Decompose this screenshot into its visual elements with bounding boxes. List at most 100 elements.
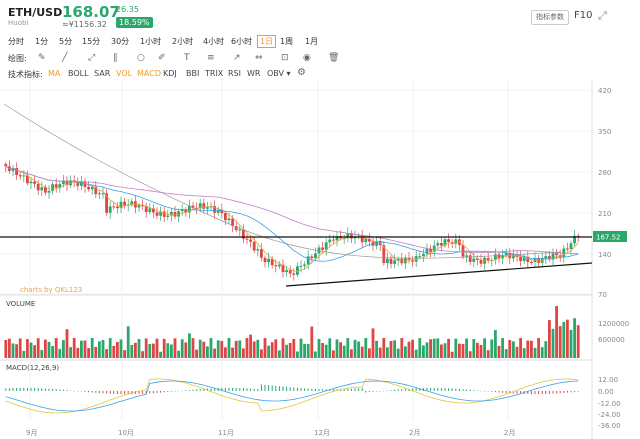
x-label-4: 2月: [409, 429, 420, 437]
volume-bar-155: [562, 321, 566, 358]
pen-icon[interactable]: ✐: [158, 53, 166, 63]
macd-hist-19: [73, 390, 75, 392]
candle-9: [36, 183, 40, 191]
macd-hist-136: [494, 391, 496, 393]
arrow-icon[interactable]: ↗: [233, 53, 241, 63]
indicator-wr[interactable]: WR: [247, 69, 261, 78]
timeframe-6[interactable]: 2小时: [172, 37, 194, 46]
indicator-rsi[interactable]: RSI: [228, 69, 241, 78]
timeframe-7[interactable]: 4小时: [203, 37, 225, 46]
volume-bar-151: [548, 320, 551, 358]
symbol-title: ETH/USD: [8, 6, 63, 19]
timeframe-1[interactable]: 1分: [35, 37, 49, 46]
macd-hist-71: [260, 384, 262, 391]
circle-icon[interactable]: ○: [137, 53, 145, 63]
macd-hist-130: [473, 390, 475, 391]
exchange-name: Huobi: [8, 19, 29, 27]
candle-25: [94, 186, 98, 195]
volume-bar-6: [26, 339, 29, 358]
candle-95: [346, 233, 350, 239]
price-chart[interactable]: 420 350 280 210 140 70 1200000 600000 12.00 0.00 -…: [0, 80, 640, 439]
maximize-icon[interactable]: ⤢: [598, 9, 607, 22]
gear-icon[interactable]: ⚙: [297, 67, 306, 78]
macd-hist-42: [156, 391, 158, 393]
macd-hist-85: [311, 388, 313, 391]
volume-bar-28: [105, 349, 108, 358]
indicator-kdj[interactable]: KDJ: [163, 69, 177, 78]
trend-line: [285, 262, 593, 287]
volume-bar-126: [458, 343, 461, 358]
macd-hist-24: [91, 391, 93, 393]
macd-hist-77: [282, 386, 284, 391]
macd-hist-31: [116, 391, 118, 394]
timeframe-3[interactable]: 15分: [82, 37, 101, 46]
volume-bar-115: [418, 338, 422, 358]
candle-112: [407, 257, 411, 260]
macd-hist-81: [296, 387, 298, 391]
text-icon[interactable]: T: [184, 53, 190, 63]
timeframe-5[interactable]: 1小时: [140, 37, 162, 46]
candle-20: [76, 181, 80, 186]
macd-hist-75: [275, 385, 277, 391]
line-icon[interactable]: ╱: [62, 53, 68, 63]
trash-icon[interactable]: 🗑: [328, 53, 340, 63]
macd-hist-131: [476, 390, 478, 391]
indicator-bbi[interactable]: BBI: [186, 69, 200, 78]
timeframe-9[interactable]: 1日: [257, 35, 277, 48]
timeframe-10[interactable]: 1周: [280, 37, 294, 46]
macd-hist-146: [530, 391, 532, 395]
measure-icon[interactable]: ⇔: [255, 53, 263, 63]
timeframe-8[interactable]: 6小时: [231, 37, 253, 46]
indicator-macd[interactable]: MACD: [137, 69, 161, 78]
volume-bar-32: [119, 339, 123, 358]
macd-hist-55: [203, 388, 205, 391]
volume-bar-48: [177, 350, 180, 358]
macd-hist-53: [196, 389, 198, 391]
fib-icon[interactable]: ≡: [207, 53, 215, 63]
macd-hist-120: [437, 387, 439, 391]
macd-hist-139: [505, 391, 507, 394]
f10-button[interactable]: F10: [574, 10, 593, 21]
macd-hist-14: [55, 389, 57, 391]
timeframe-2[interactable]: 5分: [59, 37, 73, 46]
timeframe-11[interactable]: 1月: [305, 37, 319, 46]
candle-89: [324, 242, 328, 250]
candle-6: [26, 175, 29, 184]
pencil-icon[interactable]: ✎: [38, 53, 46, 63]
indicator-sar[interactable]: SAR: [94, 69, 111, 78]
candle-114: [414, 256, 418, 262]
volume-bar-68: [249, 334, 252, 358]
candle-146: [530, 262, 533, 264]
candle-151: [548, 256, 551, 260]
ray-icon[interactable]: ⤢: [88, 53, 96, 63]
macd-hist-91: [332, 389, 334, 391]
lock-icon[interactable]: ⊡: [281, 53, 289, 63]
eye-icon[interactable]: ◉: [303, 53, 311, 63]
macd-hist-97: [354, 388, 356, 391]
candle-48: [177, 211, 180, 217]
channel-icon[interactable]: ∥: [113, 53, 118, 63]
indicator-obv[interactable]: OBV ▾: [267, 69, 291, 78]
candle-22: [83, 181, 87, 187]
volume-bar-62: [227, 338, 231, 358]
macd-hist-104: [379, 391, 381, 392]
indicator-ma[interactable]: MA: [48, 69, 61, 78]
macd-hist-21: [80, 391, 82, 392]
timeframe-0[interactable]: 分时: [8, 37, 24, 46]
candle-55: [202, 203, 206, 209]
volume-bar-156: [566, 319, 569, 358]
change-percent-badge: 18.59%: [116, 17, 153, 28]
indicator-trix[interactable]: TRIX: [205, 69, 224, 78]
indicator-boll[interactable]: BOLL: [68, 69, 89, 78]
macd-hist-96: [350, 388, 352, 391]
candle-106: [386, 258, 389, 264]
candle-32: [119, 201, 123, 209]
indicator-params-button[interactable]: 指标参数: [531, 10, 569, 25]
macd-hist-124: [451, 388, 453, 391]
macd-hist-79: [289, 387, 291, 391]
volume-bar-3: [15, 344, 18, 358]
timeframe-4[interactable]: 30分: [111, 37, 130, 46]
macd-hist-86: [314, 388, 316, 391]
candle-119: [432, 245, 436, 252]
indicator-vol[interactable]: VOL: [116, 69, 133, 78]
